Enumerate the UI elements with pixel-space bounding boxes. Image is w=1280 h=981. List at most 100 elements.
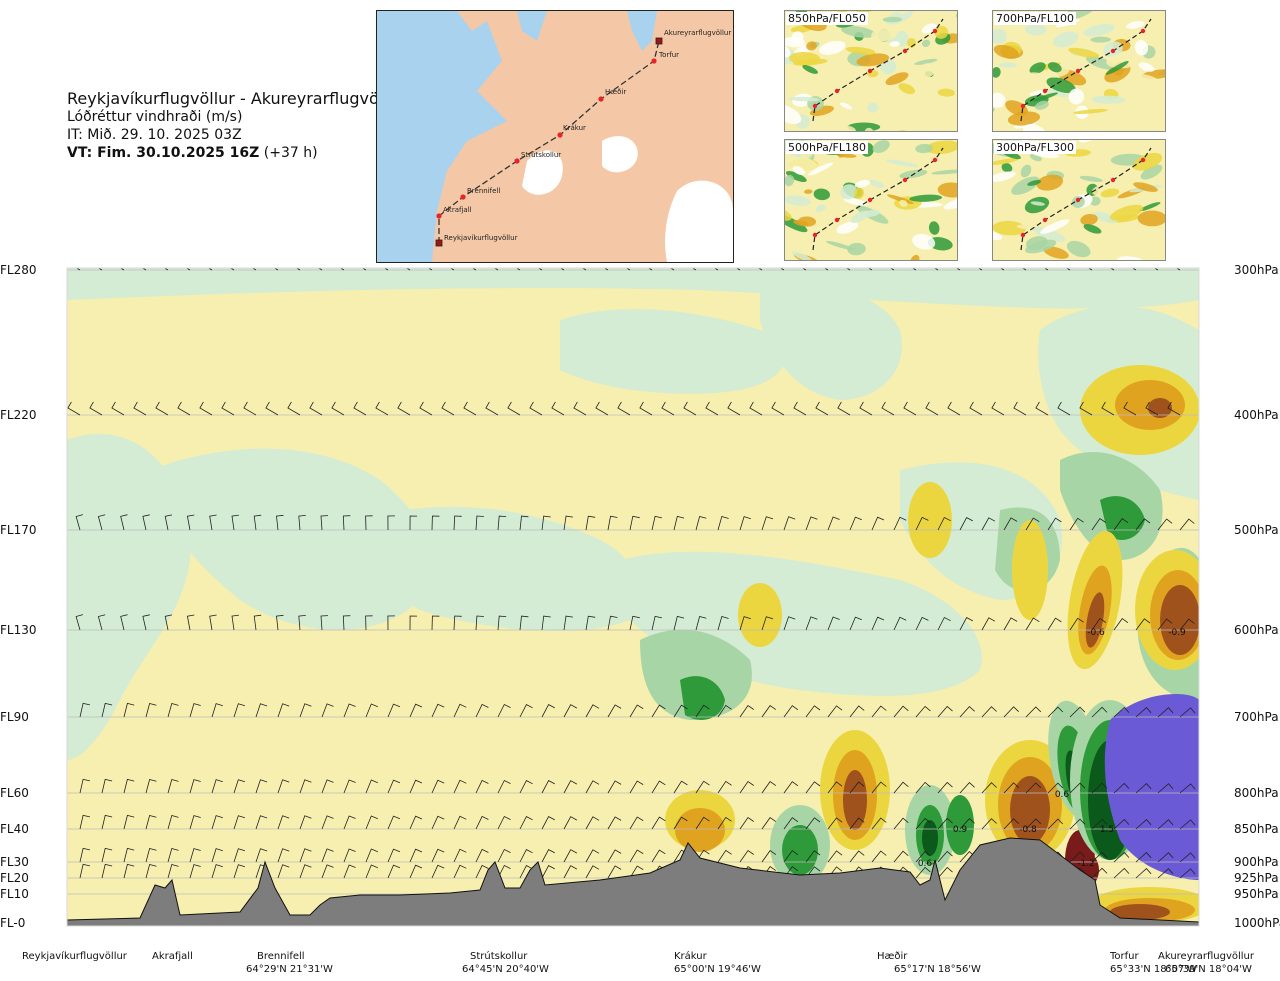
- wind-barb: [431, 515, 440, 531]
- wind-barb: [1091, 782, 1108, 794]
- wind-barb: [541, 780, 555, 794]
- location-coordinate: 64°45'N 20°40'W: [462, 964, 549, 975]
- wind-barb: [475, 779, 489, 794]
- wind-barb: [276, 614, 284, 631]
- wind-barb: [1025, 617, 1040, 631]
- pressure-level-label: 500hPa: [1234, 523, 1279, 537]
- wind-barb: [343, 864, 356, 879]
- wind-barb: [1135, 618, 1151, 631]
- wind-barb: [717, 816, 732, 830]
- plot-frame: [66, 267, 1200, 927]
- contour-label: 0.6: [1055, 790, 1070, 800]
- wind-barb: [893, 705, 909, 718]
- wind-barb: [475, 848, 489, 863]
- wind-barb: [365, 703, 378, 718]
- flight-level-label: FL30: [0, 855, 29, 869]
- wind-barb: [717, 780, 732, 794]
- wind-barb: [1047, 517, 1062, 531]
- wind-barb: [1179, 819, 1196, 830]
- wind-barb: [79, 702, 90, 718]
- contour-label: -0.6: [1087, 628, 1105, 638]
- wind-barb: [277, 848, 290, 863]
- wind-barb: [1179, 618, 1195, 631]
- wind-barb: [783, 516, 796, 531]
- wind-barb: [563, 615, 573, 631]
- wind-barb: [937, 616, 951, 631]
- wind-barb: [120, 514, 128, 531]
- wind-barb: [276, 514, 284, 531]
- wind-barb: [585, 816, 600, 830]
- wind-barb: [1069, 617, 1084, 631]
- wind-barb: [189, 703, 201, 718]
- wind-barb: [497, 864, 511, 879]
- pressure-level-label: 400hPa: [1234, 408, 1279, 422]
- wind-barb: [211, 848, 223, 863]
- wind-barb: [673, 615, 685, 631]
- wind-barb: [419, 401, 433, 416]
- wind-barb: [497, 848, 511, 863]
- wind-barb: [431, 864, 445, 879]
- location-name: Strútskollur: [470, 950, 528, 962]
- wind-barb: [585, 704, 600, 718]
- wind-barb: [123, 863, 135, 879]
- wind-barb: [145, 815, 157, 830]
- wind-barb: [1135, 783, 1152, 794]
- wind-barb: [253, 514, 262, 531]
- contour-label: 0.6: [918, 859, 933, 869]
- wind-barb: [805, 705, 821, 718]
- mini-map-500: 500hPa/FL180: [784, 139, 958, 261]
- wind-barb: [507, 401, 521, 416]
- wind-barb: [937, 817, 953, 830]
- wind-barb: [607, 704, 622, 718]
- wind-barb: [849, 781, 865, 794]
- wind-barb: [255, 703, 268, 718]
- wind-barb: [453, 615, 462, 631]
- waypoint-label: Reykjavíkurflugvöllur: [444, 234, 518, 242]
- waypoint-label: Strútskollur: [521, 151, 561, 159]
- wind-barb: [67, 401, 81, 416]
- wind-barb: [739, 616, 751, 631]
- wind-barb: [541, 816, 555, 830]
- wind-barb: [189, 779, 201, 794]
- location-name: Krákur: [674, 950, 708, 962]
- wind-barb: [497, 515, 507, 531]
- wind-barb: [343, 779, 356, 794]
- wind-barb: [321, 815, 334, 830]
- wind-barb: [695, 616, 707, 631]
- wind-barb: [497, 815, 511, 830]
- location-name: Akrafjall: [152, 951, 193, 962]
- wind-barb: [342, 615, 351, 631]
- wind-barb: [365, 815, 378, 830]
- wind-barb: [299, 864, 312, 879]
- contour-label: -0.8: [1019, 825, 1037, 835]
- wind-barb: [871, 516, 885, 531]
- location-name: Akureyrarflugvöllur: [1158, 951, 1255, 962]
- wind-barb: [871, 817, 887, 830]
- wind-barb: [937, 850, 953, 863]
- route-map-svg: Akureyrarflugvöllur Torfur Hæðir Krákur Strú…: [377, 11, 733, 262]
- wind-barb: [1179, 783, 1196, 794]
- wind-barb: [761, 616, 774, 631]
- wind-barb: [639, 401, 653, 416]
- wind-barb: [79, 814, 90, 830]
- wind-barb: [849, 616, 862, 631]
- valid-time: VT: Fim. 30.10.2025 16Z (+37 h): [67, 144, 404, 162]
- wind-barb: [1113, 618, 1129, 631]
- wind-barb: [145, 779, 157, 794]
- pressure-level-label: 925hPa: [1234, 871, 1279, 885]
- wind-barb: [761, 850, 777, 863]
- wind-barb: [871, 616, 885, 631]
- wind-barb: [629, 780, 644, 794]
- wind-barb: [441, 401, 455, 416]
- wind-barb: [79, 778, 90, 794]
- wind-barb: [915, 616, 929, 631]
- wind-barb: [485, 401, 499, 416]
- wind-barb: [607, 615, 618, 631]
- wind-barb: [145, 703, 157, 718]
- wind-barb: [585, 780, 600, 794]
- wind-barb: [1003, 782, 1019, 794]
- waypoint-label: Akureyrarflugvöllur: [664, 29, 731, 37]
- issue-time: IT: Mið. 29. 10. 2025 03Z: [67, 127, 242, 143]
- flight-level-label: FL130: [0, 623, 37, 637]
- wind-barb: [453, 864, 467, 879]
